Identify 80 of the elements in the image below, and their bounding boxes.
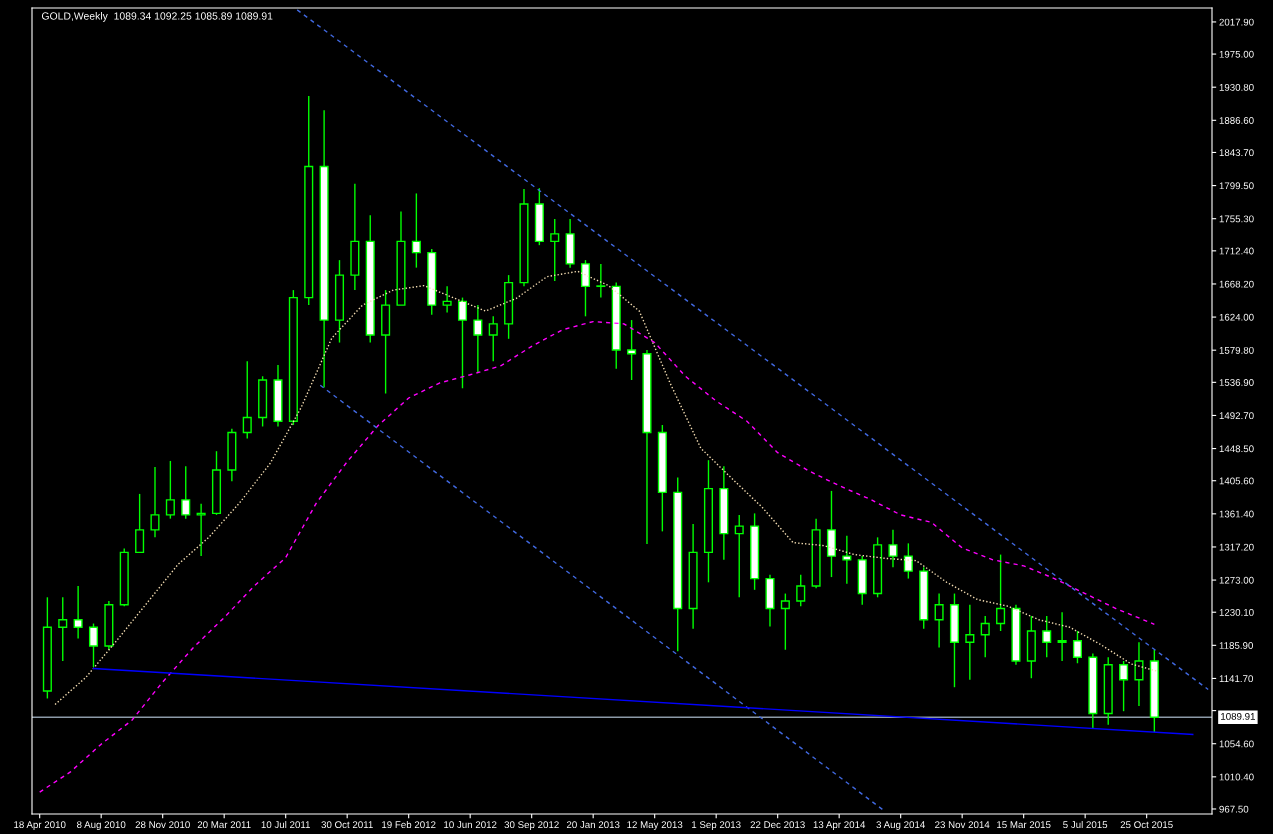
y-tick-label: 1668.20 [1219, 280, 1254, 288]
line-series [54, 270, 1159, 706]
y-tick-label: 1799.50 [1219, 182, 1254, 190]
candlestick [165, 460, 175, 520]
candlestick [596, 263, 606, 299]
y-tick-label: 1185.90 [1219, 642, 1253, 649]
y-tick-label: 1361.40 [1219, 510, 1254, 518]
line-series [38, 320, 1156, 793]
candlestick [550, 218, 560, 282]
candlestick [181, 465, 191, 520]
candlestick [980, 615, 990, 658]
y-tick-label: 1579.80 [1219, 346, 1254, 354]
candlestick [627, 319, 637, 381]
candlestick [1057, 611, 1067, 662]
candlestick [965, 604, 975, 681]
candlestick [442, 285, 452, 314]
candlestick [196, 502, 206, 557]
x-tick-label: 20 Mar 2011 [197, 821, 251, 829]
candlestick [457, 296, 468, 389]
candlestick [996, 553, 1006, 632]
y-tick-label: 2017.90 [1219, 18, 1254, 26]
y-tick-label: 1886.60 [1219, 117, 1254, 124]
x-tick-label: 3 Aug 2014 [876, 821, 925, 831]
candlestick [58, 596, 68, 662]
x-tick-label: 22 Dec 2013 [750, 821, 805, 829]
candlestick [150, 466, 160, 539]
y-tick-label: 1975.00 [1219, 50, 1254, 58]
candlestick [88, 622, 99, 668]
x-tick-label: 30 Sep 2012 [504, 821, 559, 831]
x-tick-label: 18 Apr 2010 [14, 821, 66, 831]
candlestick [580, 259, 591, 318]
x-tick-label: 23 Nov 2014 [935, 821, 990, 829]
candlestick [934, 592, 944, 649]
y-tick-label: 1755.30 [1219, 215, 1254, 223]
candlestick [73, 585, 83, 640]
y-tick-label: 1930.80 [1219, 83, 1254, 91]
candlestick [780, 592, 790, 651]
x-tick-label: 10 Jun 2012 [444, 821, 497, 829]
x-tick-label: 8 Aug 2010 [77, 821, 126, 831]
chart-title: GOLD,Weekly 1089.34 1092.25 1085.89 1089.91 [41, 12, 273, 22]
candlestick [135, 493, 145, 554]
candlestick [242, 360, 252, 440]
x-tick-label: 1 Sep 2013 [692, 821, 741, 831]
y-tick-label: 1054.60 [1219, 740, 1254, 748]
x-tick-label: 5 Jul 2015 [1063, 820, 1108, 829]
x-tick-label: 13 Apr 2014 [813, 821, 866, 831]
y-tick-label: 1712.40 [1219, 247, 1254, 255]
candlestick [411, 192, 421, 269]
candlestick [1072, 630, 1083, 664]
y-tick-label: 1492.70 [1219, 412, 1254, 420]
y-tick-label: 1273.00 [1219, 576, 1254, 584]
x-tick-label: 20 Jan 2013 [566, 821, 620, 829]
y-tick-label: 1536.90 [1219, 379, 1254, 386]
y-tick-label: 1448.50 [1219, 445, 1254, 453]
candlestick [888, 529, 898, 569]
y-tick-label: 1010.40 [1219, 773, 1254, 781]
candlestick [1119, 660, 1129, 712]
candlestick [473, 304, 483, 374]
candlestick [1134, 641, 1144, 707]
y-tick-label: 967.50 [1219, 805, 1249, 813]
x-tick-label: 30 Oct 2011 [321, 821, 373, 829]
x-tick-label: 19 Feb 2012 [382, 820, 436, 829]
candlestick [488, 315, 498, 362]
y-tick-label: 1141.70 [1219, 675, 1253, 683]
y-tick-label: 1230.10 [1219, 608, 1254, 616]
ref-line-label: 1089.91 [1221, 712, 1255, 720]
candlestick [842, 535, 852, 585]
candlestick [734, 514, 744, 599]
x-tick-label: 10 Jul 2011 [261, 820, 310, 829]
y-tick-label: 1843.70 [1219, 149, 1254, 157]
candlestick [796, 574, 806, 607]
y-tick-label: 1405.60 [1219, 477, 1254, 485]
x-tick-label: 28 Nov 2010 [135, 821, 190, 829]
y-tick-label: 1317.20 [1219, 543, 1254, 551]
x-tick-label: 12 May 2013 [627, 821, 683, 831]
candlestick [903, 542, 913, 580]
x-tick-label: 25 Oct 2015 [1120, 821, 1173, 829]
candlestick [1042, 615, 1052, 658]
x-tick-label: 15 Mar 2015 [997, 821, 1051, 829]
y-tick-label: 1624.00 [1219, 313, 1254, 321]
